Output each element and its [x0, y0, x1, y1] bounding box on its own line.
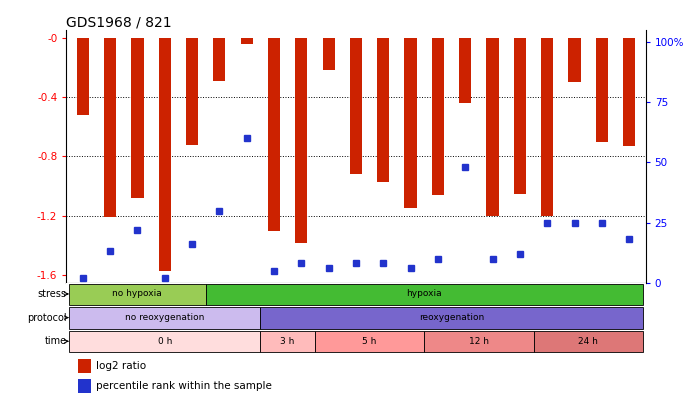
- Bar: [432, 38, 444, 195]
- Text: stress: stress: [38, 289, 67, 299]
- Bar: [424, 331, 533, 352]
- Bar: [459, 38, 471, 103]
- Bar: [487, 38, 499, 216]
- Text: 0 h: 0 h: [158, 337, 172, 346]
- Bar: [533, 331, 643, 352]
- Bar: [404, 38, 417, 209]
- Text: log2 ratio: log2 ratio: [96, 361, 147, 371]
- Bar: [268, 38, 280, 231]
- Text: 5 h: 5 h: [362, 337, 377, 346]
- Bar: [514, 38, 526, 194]
- Bar: [69, 307, 260, 329]
- Text: percentile rank within the sample: percentile rank within the sample: [96, 381, 272, 391]
- Bar: [260, 307, 643, 329]
- Bar: [315, 331, 424, 352]
- Bar: [104, 38, 116, 217]
- Text: 3 h: 3 h: [281, 337, 295, 346]
- Text: protocol: protocol: [27, 313, 67, 323]
- Bar: [568, 38, 581, 82]
- Bar: [623, 38, 635, 146]
- Text: 12 h: 12 h: [469, 337, 489, 346]
- Bar: [77, 38, 89, 115]
- Bar: [69, 331, 260, 352]
- Bar: [206, 284, 643, 305]
- Bar: [377, 38, 389, 182]
- Bar: [78, 379, 91, 392]
- Bar: [350, 38, 362, 174]
- Text: 24 h: 24 h: [579, 337, 598, 346]
- Text: no hypoxia: no hypoxia: [112, 290, 162, 298]
- Bar: [241, 38, 253, 44]
- Bar: [78, 359, 91, 373]
- Bar: [295, 38, 308, 243]
- Bar: [186, 38, 198, 145]
- Text: no reoxygenation: no reoxygenation: [125, 313, 205, 322]
- Text: hypoxia: hypoxia: [406, 290, 442, 298]
- Bar: [158, 38, 171, 271]
- Bar: [213, 38, 225, 81]
- Bar: [131, 38, 144, 198]
- Bar: [322, 38, 335, 70]
- Bar: [541, 38, 554, 216]
- Bar: [69, 284, 206, 305]
- Text: GDS1968 / 821: GDS1968 / 821: [66, 15, 172, 29]
- Bar: [596, 38, 608, 142]
- Bar: [260, 331, 315, 352]
- Text: reoxygenation: reoxygenation: [419, 313, 484, 322]
- Text: time: time: [45, 336, 67, 346]
